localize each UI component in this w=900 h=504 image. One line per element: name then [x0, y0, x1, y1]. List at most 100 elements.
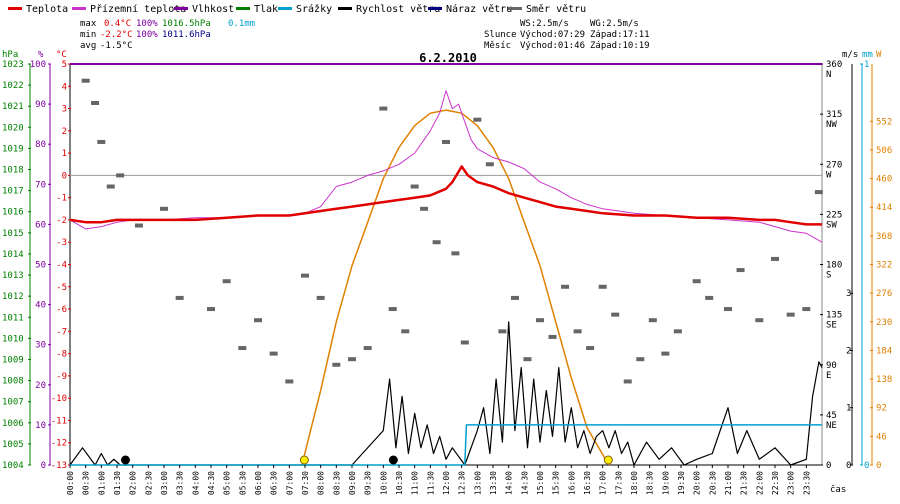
- stats-ws: WS:2.5m/s: [520, 19, 569, 29]
- x-tick-label: 13:30: [489, 471, 498, 495]
- humidity-tick-label: 60: [35, 220, 46, 230]
- wind-dir-tick-label: 315: [826, 110, 842, 120]
- stats-sunrise: Východ:07:29: [520, 30, 585, 40]
- humidity-tick-label: 90: [35, 100, 46, 110]
- wind-direction-point: [510, 295, 519, 300]
- solar-tick-label: 46: [876, 432, 887, 442]
- stats-moonset: Západ:10:19: [590, 41, 650, 51]
- wind-direction-point: [755, 318, 764, 323]
- pressure-tick-label: 1013: [2, 271, 24, 281]
- legend: Teplota Přízemní teplota Vlhkost Tlak Sr…: [8, 3, 586, 15]
- stats-min-label: min: [80, 30, 96, 40]
- x-tick-label: 11:30: [426, 471, 435, 495]
- legend-wind-dir: Směr větru: [526, 3, 586, 15]
- temperature-tick-label: 4: [62, 82, 67, 92]
- solar-tick-label: 92: [876, 404, 887, 414]
- temperature-tick-label: -12: [51, 439, 67, 449]
- wind-direction-point: [332, 362, 341, 367]
- x-tick-label: 07:00: [285, 471, 294, 495]
- wind-dir-tick-label: 90: [826, 361, 837, 371]
- temperature-tick-label: 2: [62, 127, 67, 137]
- wind-direction-point: [348, 357, 356, 362]
- temperature-tick-label: 3: [62, 105, 67, 115]
- x-tick-label: 06:00: [254, 471, 263, 495]
- temperature-tick-label: -11: [51, 416, 67, 426]
- humidity-tick-label: 30: [35, 341, 46, 351]
- wind-direction-point: [410, 184, 419, 189]
- x-tick-label: 23:00: [787, 471, 796, 495]
- x-tick-label: 23:30: [802, 471, 811, 495]
- moonrise-marker: [120, 455, 130, 465]
- wind-dir-direction-label: SW: [826, 220, 837, 230]
- wind-direction-point: [623, 379, 632, 384]
- temperature-tick-label: 5: [62, 60, 67, 70]
- x-tick-label: 20:30: [708, 471, 717, 495]
- solar-tick-label: 276: [876, 289, 892, 299]
- x-tick-label: 11:00: [411, 471, 420, 495]
- wind-dir-direction-label: N: [826, 70, 831, 80]
- pressure-tick-label: 1020: [2, 123, 24, 133]
- x-tick-label: 18:00: [630, 471, 639, 495]
- stats-sunset: Západ:17:11: [590, 30, 650, 40]
- temperature-tick-label: -8: [56, 350, 67, 360]
- stats-block: max 0.4°C 100% 1016.5hPa 0.1mm min -2.2°…: [80, 19, 650, 51]
- x-tick-label: 14:00: [505, 471, 514, 495]
- stats-wg: WG:2.5m/s: [590, 19, 639, 29]
- x-tick-label: 15:30: [552, 471, 561, 495]
- wind-direction-point: [363, 346, 372, 351]
- temperature-series-line: [69, 165, 822, 226]
- legend-swatch-feels-like: [72, 7, 86, 10]
- x-tick-label: 01:00: [97, 471, 106, 495]
- wind-direction-point: [661, 351, 670, 356]
- x-tick-label: 21:00: [724, 471, 733, 495]
- x-tick-label: 09:00: [348, 471, 357, 495]
- x-tick-label: 19:30: [677, 471, 686, 495]
- legend-temperature: Teplota: [26, 4, 68, 15]
- temperature-tick-label: -4: [56, 261, 67, 271]
- pressure-tick-label: 1016: [2, 208, 24, 218]
- x-tick-label: 20:00: [693, 471, 702, 495]
- x-tick-label: 10:00: [379, 471, 388, 495]
- wind-direction-point: [451, 251, 460, 256]
- stats-avg-label: avg: [80, 41, 96, 51]
- legend-swatch-rain: [278, 7, 292, 10]
- sunrise-marker: [299, 455, 309, 465]
- temperature-tick-label: -1: [56, 194, 67, 204]
- x-tick-label: 16:00: [567, 471, 576, 495]
- x-tick-label: 16:30: [583, 471, 592, 495]
- x-tick-label: 07:30: [301, 471, 310, 495]
- wind-direction-point: [285, 379, 294, 384]
- stats-sun-label: Slunce: [484, 30, 517, 40]
- x-axis-unit: čas: [830, 484, 846, 495]
- moonset-marker: [388, 455, 398, 465]
- stats-min-hum: 100%: [136, 30, 158, 40]
- x-tick-label: 01:30: [113, 471, 122, 495]
- pressure-tick-label: 1017: [2, 187, 24, 197]
- wind-dir-tick-label: 270: [826, 160, 842, 170]
- wind-direction-point: [238, 346, 247, 351]
- wind-direction-point: [598, 284, 607, 289]
- pressure-tick-label: 1007: [2, 398, 24, 408]
- x-tick-label: 05:00: [223, 471, 232, 495]
- wind-direction-point: [705, 295, 714, 300]
- chart-title: 6.2.2010: [419, 51, 477, 65]
- solar-tick-label: 322: [876, 261, 892, 271]
- temperature-tick-label: -9: [56, 372, 67, 382]
- wind-direction-point: [636, 357, 645, 362]
- wind-direction-point: [379, 106, 388, 111]
- pressure-tick-label: 1015: [2, 229, 24, 239]
- solar-series-line: [301, 109, 610, 466]
- unit-mm: mm: [862, 50, 873, 60]
- pressure-tick-label: 1005: [2, 440, 24, 450]
- wind-direction-point: [536, 318, 544, 323]
- x-tick-label: 19:00: [661, 471, 670, 495]
- humidity-tick-label: 40: [35, 301, 46, 311]
- solar-tick-label: 552: [876, 117, 892, 127]
- solar-tick-label: 368: [876, 232, 892, 242]
- temperature-tick-label: -6: [56, 305, 67, 315]
- legend-swatch-wind-speed: [338, 7, 352, 10]
- wind-dir-tick-label: 135: [826, 311, 842, 321]
- stats-max-hum: 100%: [136, 19, 158, 29]
- rain-tick-label: 0: [864, 461, 869, 471]
- wind-direction-point: [814, 190, 823, 195]
